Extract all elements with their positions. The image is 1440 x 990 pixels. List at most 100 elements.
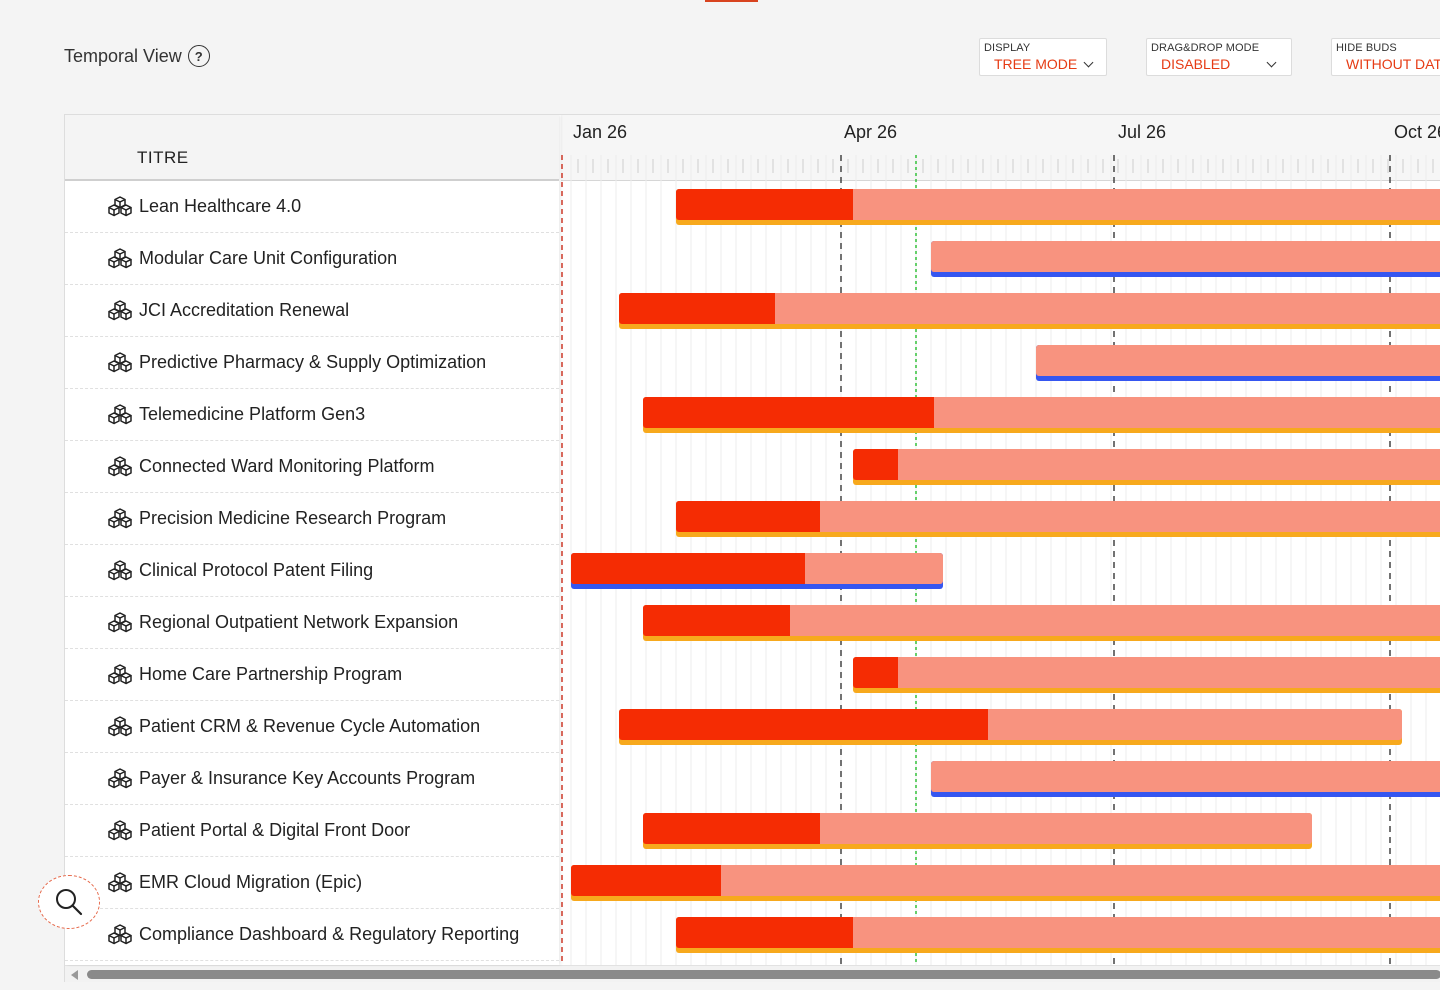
row-title: JCI Accreditation Renewal: [139, 300, 350, 320]
cubes-icon: [108, 819, 132, 840]
month-label: Jan 26: [573, 122, 628, 142]
cubes-icon: [108, 195, 132, 216]
bar-progress-edge: [816, 501, 820, 532]
cubes-icon: [108, 559, 132, 580]
row-title: Precision Medicine Research Program: [139, 508, 447, 528]
bar-progress-edge: [786, 605, 790, 636]
table-row[interactable]: Patient CRM & Revenue Cycle Automation: [65, 701, 559, 753]
bar-remaining: [853, 449, 1440, 480]
hidebuds-select[interactable]: HIDE BUDS WITHOUT DATE: [1331, 38, 1440, 76]
table-row[interactable]: Telemedicine Platform Gen3: [65, 389, 559, 441]
table-row[interactable]: Modular Care Unit Configuration: [65, 233, 559, 285]
row-title: Regional Outpatient Network Expansion: [139, 612, 459, 632]
dragdrop-value: DISABLED: [1161, 56, 1231, 72]
chevron-down-icon: [1083, 57, 1094, 67]
bar-progress-edge: [816, 813, 820, 844]
row-title: EMR Cloud Migration (Epic): [139, 872, 363, 892]
row-title: Lean Healthcare 4.0: [139, 196, 302, 216]
dragdrop-select[interactable]: DRAG&DROP MODE DISABLED: [1146, 38, 1292, 76]
bar-remaining: [619, 293, 1440, 324]
scroll-left-icon[interactable]: [71, 970, 78, 980]
bar-progress: [676, 501, 820, 532]
bar-progress-edge: [771, 293, 775, 324]
title-rows: Lean Healthcare 4.0 Modular Care Unit Con…: [65, 181, 559, 961]
bar-remaining: [676, 501, 1440, 532]
top-accent-bar: [705, 0, 758, 2]
title-column: TITRE Lean Healthcare 4.0 Modular Care Un…: [65, 115, 559, 965]
bar-progress: [853, 449, 898, 480]
search-icon: [56, 889, 83, 916]
gantt-chart: [561, 155, 1440, 965]
table-row[interactable]: Connected Ward Monitoring Platform: [65, 441, 559, 493]
bar-progress-edge: [894, 449, 898, 480]
row-title: Payer & Insurance Key Accounts Program: [139, 768, 476, 788]
bar-progress-edge: [717, 865, 721, 896]
table-row[interactable]: Home Care Partnership Program: [65, 649, 559, 701]
cubes-icon: [108, 663, 132, 684]
table-row[interactable]: EMR Cloud Migration (Epic): [65, 857, 559, 909]
bar-progress: [619, 709, 988, 740]
cubes-icon: [108, 403, 132, 424]
bar-remaining: [571, 865, 1440, 896]
bar-remaining: [676, 917, 1440, 948]
scrollbar-thumb[interactable]: [87, 970, 1440, 979]
page-title: Temporal View ?: [64, 45, 210, 67]
hidebuds-label: HIDE BUDS: [1336, 42, 1397, 54]
display-value: TREE MODE: [994, 56, 1078, 72]
table-row[interactable]: Compliance Dashboard & Regulatory Report…: [65, 909, 559, 961]
row-title: Connected Ward Monitoring Platform: [139, 456, 435, 476]
table-row[interactable]: Precision Medicine Research Program: [65, 493, 559, 545]
bar-remaining: [931, 241, 1440, 272]
cubes-icon: [108, 871, 132, 892]
bar-remaining: [643, 605, 1440, 636]
bar-progress: [643, 397, 934, 428]
row-title: Telemedicine Platform Gen3: [139, 404, 366, 424]
bar-progress: [676, 917, 853, 948]
table-row[interactable]: Payer & Insurance Key Accounts Program: [65, 753, 559, 805]
bar-progress: [571, 553, 805, 584]
bar-progress: [619, 293, 775, 324]
title-column-label: TITRE: [137, 148, 189, 167]
row-title: Patient CRM & Revenue Cycle Automation: [139, 716, 481, 736]
table-row[interactable]: JCI Accreditation Renewal: [65, 285, 559, 337]
row-title: Compliance Dashboard & Regulatory Report…: [139, 924, 520, 944]
cubes-icon: [108, 299, 132, 320]
hidebuds-value: WITHOUT DATE: [1346, 56, 1440, 72]
bar-progress-edge: [849, 917, 853, 948]
row-title: Modular Care Unit Configuration: [139, 248, 398, 268]
bar-remaining: [853, 657, 1440, 688]
cubes-icon: [108, 611, 132, 632]
bar-progress: [571, 865, 721, 896]
month-label: Jul 26: [1118, 122, 1167, 142]
bar-remaining: [1036, 345, 1440, 376]
horizontal-scrollbar[interactable]: [65, 965, 1440, 982]
bar-progress-edge: [894, 657, 898, 688]
cubes-icon: [108, 923, 132, 944]
title-column-header[interactable]: TITRE: [65, 115, 559, 181]
timeline-header: Jan 26 Apr 26 Jul 26 Oct 26: [561, 115, 1440, 181]
table-row[interactable]: Regional Outpatient Network Expansion: [65, 597, 559, 649]
bar-progress-edge: [849, 189, 853, 220]
cubes-icon: [108, 455, 132, 476]
bar-progress: [853, 657, 898, 688]
row-title: Predictive Pharmacy & Supply Optimizatio…: [139, 352, 487, 372]
table-row[interactable]: Lean Healthcare 4.0: [65, 181, 559, 233]
cubes-icon: [108, 247, 132, 268]
cubes-icon: [108, 351, 132, 372]
row-title: Clinical Protocol Patent Filing: [139, 560, 374, 580]
bar-progress: [676, 189, 853, 220]
display-label: DISPLAY: [984, 42, 1031, 54]
dragdrop-label: DRAG&DROP MODE: [1151, 42, 1260, 54]
table-row[interactable]: Predictive Pharmacy & Supply Optimizatio…: [65, 337, 559, 389]
search-button[interactable]: [38, 875, 100, 929]
gantt-table: TITRE Lean Healthcare 4.0 Modular Care Un…: [64, 114, 1440, 982]
row-title: Home Care Partnership Program: [139, 664, 403, 684]
question-circle-icon[interactable]: ?: [187, 45, 210, 67]
bar-remaining: [931, 761, 1440, 792]
cubes-icon: [108, 715, 132, 736]
chevron-down-icon: [1266, 57, 1277, 67]
page-title-text: Temporal View: [64, 45, 182, 66]
display-select[interactable]: DISPLAY TREE MODE: [979, 38, 1107, 76]
table-row[interactable]: Patient Portal & Digital Front Door: [65, 805, 559, 857]
table-row[interactable]: Clinical Protocol Patent Filing: [65, 545, 559, 597]
